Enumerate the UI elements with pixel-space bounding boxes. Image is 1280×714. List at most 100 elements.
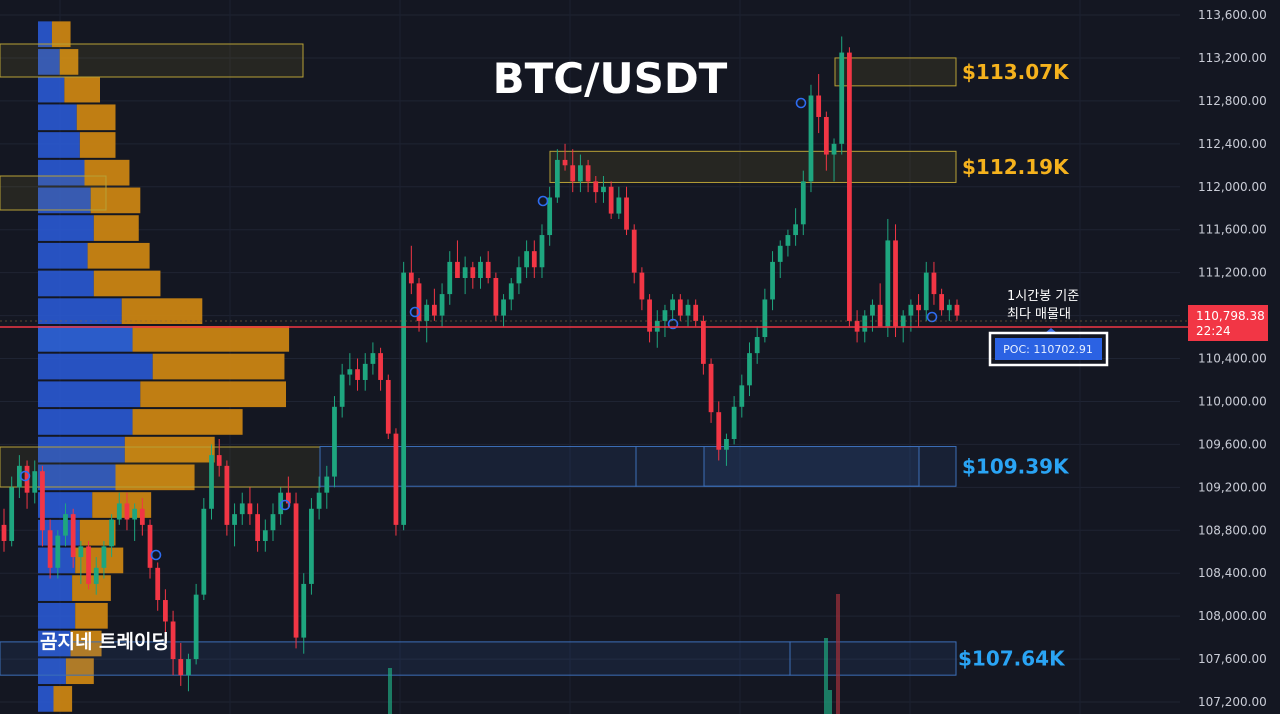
candle-body bbox=[501, 299, 506, 316]
candle-body bbox=[777, 245, 783, 262]
vp-sell-bar bbox=[59, 49, 79, 75]
vp-buy-bar bbox=[38, 686, 54, 712]
last-price-tag: 110,798.38 22:24 bbox=[1188, 305, 1268, 341]
candle-body bbox=[408, 272, 414, 284]
poc-label: POC: 110702.91 bbox=[1003, 343, 1093, 356]
y-tick-label: 108,800.00 bbox=[1198, 523, 1267, 537]
candle-body bbox=[124, 503, 130, 520]
support-zone bbox=[319, 446, 637, 487]
vp-buy-bar bbox=[38, 353, 153, 380]
candle-body bbox=[708, 363, 714, 413]
candle-body bbox=[493, 277, 499, 316]
volume-profile bbox=[38, 21, 290, 712]
candle-body bbox=[539, 235, 545, 268]
candle-body bbox=[40, 471, 45, 531]
candle-body bbox=[770, 261, 775, 300]
candle-body bbox=[186, 659, 191, 676]
signal-marker bbox=[279, 499, 291, 511]
candle-body bbox=[893, 240, 898, 327]
candle-body bbox=[762, 299, 768, 338]
poc-box: POC: 110702.91 bbox=[988, 328, 1109, 367]
candle-body bbox=[647, 299, 652, 332]
candle-body bbox=[224, 465, 230, 525]
vp-buy-bar bbox=[38, 658, 66, 685]
candle-body bbox=[739, 385, 745, 407]
candle-body bbox=[216, 455, 222, 466]
candle-body bbox=[301, 583, 307, 638]
volume-bar bbox=[824, 638, 828, 714]
vp-sell-bar bbox=[65, 658, 94, 685]
volume-bar bbox=[828, 690, 832, 714]
candle-body bbox=[339, 374, 345, 407]
vp-buy-bar bbox=[38, 270, 94, 297]
y-tick-label: 109,200.00 bbox=[1198, 480, 1267, 494]
candle-body bbox=[816, 95, 822, 117]
candle-body bbox=[332, 406, 337, 477]
signal-marker bbox=[667, 318, 679, 330]
candle-body bbox=[670, 299, 676, 311]
candle-body bbox=[639, 272, 645, 300]
resistance-zone bbox=[834, 57, 957, 87]
vp-buy-bar bbox=[38, 575, 73, 601]
y-tick-label: 111,600.00 bbox=[1198, 223, 1267, 237]
candle-body bbox=[508, 283, 514, 300]
y-tick-label: 108,000.00 bbox=[1198, 609, 1267, 623]
candle-body bbox=[232, 514, 237, 525]
y-tick-label: 112,400.00 bbox=[1198, 137, 1267, 151]
candle-body bbox=[370, 353, 376, 364]
y-tick-label: 113,600.00 bbox=[1198, 8, 1267, 22]
candle-body bbox=[808, 95, 814, 182]
candle-body bbox=[55, 535, 61, 568]
candle-body bbox=[270, 514, 276, 531]
signal-marker bbox=[795, 97, 807, 109]
candle-body bbox=[916, 304, 921, 311]
candle-body bbox=[585, 165, 591, 182]
candle-body bbox=[63, 514, 68, 536]
candle-body bbox=[823, 116, 829, 155]
vp-sell-bar bbox=[53, 686, 73, 712]
vp-sell-bar bbox=[70, 630, 102, 657]
price-axis[interactable]: 113,600.00 113,200.00 112,800.00 112,400.00… bbox=[1198, 8, 1267, 709]
y-tick-label: 112,800.00 bbox=[1198, 94, 1267, 108]
candle-body bbox=[247, 503, 253, 515]
candle-body bbox=[347, 369, 353, 375]
vp-buy-bar bbox=[38, 326, 133, 352]
vp-buy-bar bbox=[38, 381, 141, 408]
vp-sell-bar bbox=[132, 326, 290, 352]
candle-body bbox=[139, 508, 145, 525]
vp-buy-bar bbox=[38, 464, 116, 491]
signal-marker bbox=[537, 195, 549, 207]
candle-body bbox=[601, 186, 606, 193]
vp-buy-bar bbox=[38, 215, 94, 241]
candle-body bbox=[716, 412, 722, 450]
vp-buy-bar bbox=[38, 242, 88, 269]
candle-body bbox=[524, 251, 529, 268]
candle-body bbox=[416, 283, 422, 321]
y-tick-label: 110,400.00 bbox=[1198, 352, 1267, 366]
watermark: 곰지네 트레이딩 bbox=[40, 631, 169, 653]
vp-buy-bar bbox=[38, 76, 65, 103]
vp-buy-bar bbox=[38, 104, 77, 131]
y-tick-label: 113,200.00 bbox=[1198, 51, 1267, 65]
support-zone-label: $107.64K bbox=[958, 647, 1066, 671]
y-tick-label: 109,600.00 bbox=[1198, 437, 1267, 451]
vp-sell-bar bbox=[140, 381, 286, 408]
candle-body bbox=[447, 261, 453, 295]
candle-body bbox=[547, 197, 553, 236]
chart-title: BTC/USDT bbox=[493, 54, 728, 103]
volume-bar bbox=[836, 594, 840, 714]
vp-sell-bar bbox=[115, 464, 195, 491]
candle-body bbox=[700, 320, 706, 364]
candle-body bbox=[954, 304, 960, 316]
y-tick-label: 107,200.00 bbox=[1198, 695, 1267, 709]
candle-body bbox=[86, 546, 91, 584]
candle-body bbox=[931, 272, 937, 295]
vp-buy-bar bbox=[38, 436, 125, 463]
last-price-countdown: 22:24 bbox=[1196, 324, 1231, 338]
candle-body bbox=[578, 165, 583, 182]
vp-sell-bar bbox=[84, 159, 130, 186]
candle-body bbox=[147, 524, 153, 568]
candle-body bbox=[516, 267, 522, 284]
vp-sell-bar bbox=[76, 104, 116, 131]
